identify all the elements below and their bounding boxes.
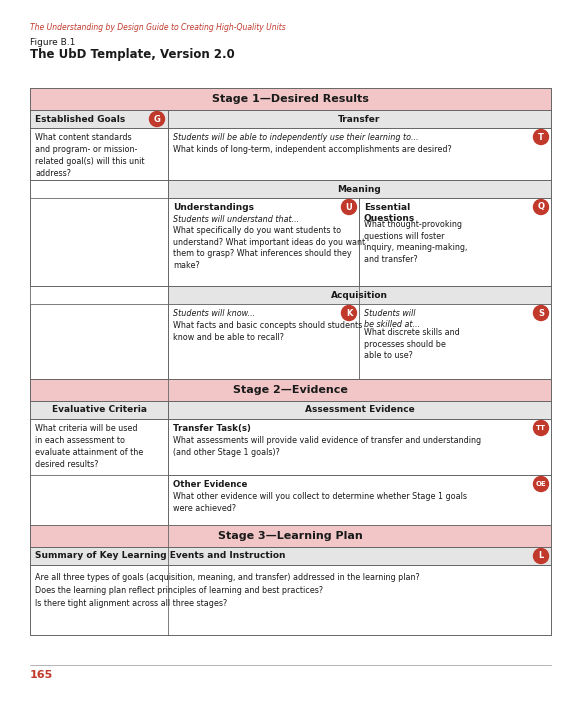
Bar	[168, 304, 359, 379]
Text: Figure B.1: Figure B.1	[30, 38, 76, 47]
Text: Stage 2—Evidence: Stage 2—Evidence	[233, 385, 348, 395]
Text: What criteria will be used
in each assessment to
evaluate attainment of the
desi: What criteria will be used in each asses…	[35, 424, 144, 469]
Text: U: U	[346, 202, 352, 212]
Bar	[30, 88, 551, 635]
Circle shape	[533, 476, 548, 492]
Text: Understandings: Understandings	[173, 203, 254, 212]
Text: Q: Q	[537, 202, 544, 212]
Text: Transfer Task(s): Transfer Task(s)	[173, 424, 251, 433]
Bar	[30, 379, 551, 401]
Text: What assessments will provide valid evidence of transfer and understanding
(and : What assessments will provide valid evid…	[173, 436, 481, 457]
Circle shape	[342, 306, 357, 320]
Bar	[359, 304, 551, 379]
Circle shape	[533, 200, 548, 215]
Text: Evaluative Criteria: Evaluative Criteria	[52, 406, 146, 414]
Text: Essential
Questions: Essential Questions	[364, 203, 415, 223]
Bar	[168, 286, 551, 304]
Bar	[30, 180, 168, 286]
Text: Meaning: Meaning	[338, 184, 381, 194]
Bar	[30, 128, 168, 180]
Text: Is there tight alignment across all three stages?: Is there tight alignment across all thre…	[35, 599, 227, 608]
Circle shape	[342, 200, 357, 215]
Text: Other Evidence: Other Evidence	[173, 480, 248, 489]
Bar	[168, 475, 551, 525]
Text: Students will be able to independently use their learning to...: Students will be able to independently u…	[173, 133, 418, 142]
Text: G: G	[153, 114, 160, 124]
Bar	[168, 180, 551, 198]
Bar	[30, 525, 551, 547]
Text: L: L	[539, 552, 544, 560]
Text: What facts and basic concepts should students
know and be able to recall?: What facts and basic concepts should stu…	[173, 321, 362, 342]
Bar	[30, 419, 168, 525]
Bar	[30, 565, 551, 635]
Text: K: K	[346, 309, 352, 317]
Bar	[30, 547, 551, 565]
Circle shape	[533, 421, 548, 435]
Circle shape	[149, 111, 164, 127]
Text: T: T	[538, 132, 544, 142]
Circle shape	[533, 129, 548, 145]
Text: Transfer: Transfer	[338, 114, 381, 124]
Text: What content standards
and program- or mission-
related goal(s) will this unit
a: What content standards and program- or m…	[35, 133, 145, 179]
Text: Are all three types of goals (acquisition, meaning, and transfer) addressed in t: Are all three types of goals (acquisitio…	[35, 573, 419, 582]
Bar	[30, 401, 168, 419]
Bar	[359, 198, 551, 286]
Text: The UbD Template, Version 2.0: The UbD Template, Version 2.0	[30, 48, 235, 61]
Bar	[168, 419, 551, 475]
Text: What kinds of long-term, independent accomplishments are desired?: What kinds of long-term, independent acc…	[173, 145, 452, 154]
Text: Summary of Key Learning Events and Instruction: Summary of Key Learning Events and Instr…	[35, 552, 285, 560]
Text: Acquisition: Acquisition	[331, 291, 388, 299]
Bar	[30, 304, 168, 379]
Bar	[30, 110, 168, 128]
Text: S: S	[538, 309, 544, 317]
Bar	[168, 110, 551, 128]
Bar	[168, 128, 551, 180]
Text: What thought-provoking
questions will foster
inquiry, meaning-making,
and transf: What thought-provoking questions will fo…	[364, 220, 467, 264]
Text: Assessment Evidence: Assessment Evidence	[304, 406, 414, 414]
Text: Students will understand that...: Students will understand that...	[173, 215, 299, 224]
Circle shape	[533, 549, 548, 563]
Text: 165: 165	[30, 670, 53, 680]
Text: Does the learning plan reflect principles of learning and best practices?: Does the learning plan reflect principle…	[35, 586, 323, 595]
Text: The Understanding by Design Guide to Creating High-Quality Units: The Understanding by Design Guide to Cre…	[30, 23, 286, 32]
Text: Students will know...: Students will know...	[173, 309, 255, 318]
Bar	[168, 401, 551, 419]
Text: Stage 3—Learning Plan: Stage 3—Learning Plan	[218, 531, 363, 541]
Bar	[168, 198, 359, 286]
Text: What other evidence will you collect to determine whether Stage 1 goals
were ach: What other evidence will you collect to …	[173, 492, 467, 513]
Text: Established Goals: Established Goals	[35, 114, 125, 124]
Text: OE: OE	[536, 481, 546, 487]
Text: Stage 1—Desired Results: Stage 1—Desired Results	[212, 94, 369, 104]
Text: Students will
be skilled at...: Students will be skilled at...	[364, 309, 420, 329]
Text: What discrete skills and
processes should be
able to use?: What discrete skills and processes shoul…	[364, 328, 460, 360]
Bar	[30, 88, 551, 110]
Circle shape	[533, 306, 548, 320]
Text: TT: TT	[536, 425, 546, 431]
Text: What specifically do you want students to
understand? What important ideas do yo: What specifically do you want students t…	[173, 226, 365, 270]
